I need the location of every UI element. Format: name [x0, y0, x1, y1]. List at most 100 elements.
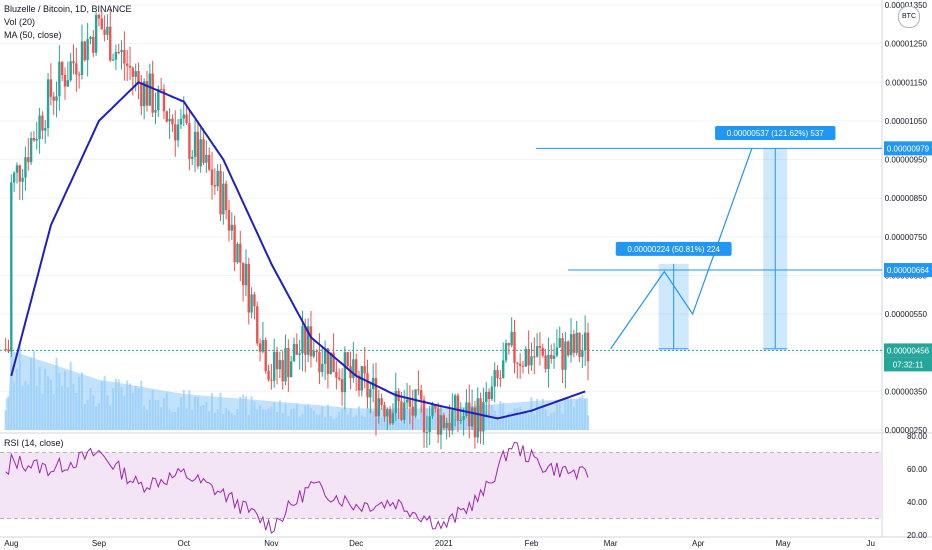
- candle-body: [335, 371, 338, 378]
- volume-bar: [521, 412, 524, 430]
- candle-body: [544, 355, 547, 369]
- volume-bar: [154, 400, 157, 430]
- candle-body: [188, 123, 191, 159]
- candle-body: [233, 224, 236, 263]
- volume-bar: [92, 395, 95, 430]
- candle-body: [403, 402, 406, 420]
- volume-bar: [315, 414, 318, 430]
- volume-bar: [555, 403, 558, 430]
- candle-body: [80, 41, 84, 76]
- candle-body: [555, 347, 559, 356]
- candle-body: [236, 243, 239, 263]
- volume-bar: [106, 395, 109, 430]
- volume-bar: [276, 412, 279, 430]
- volume-bar: [420, 406, 423, 430]
- volume-bar: [97, 403, 100, 430]
- candle-body: [69, 61, 72, 81]
- volume-bar: [208, 411, 211, 430]
- candle-body: [420, 390, 423, 400]
- current-price-tag: 0.00000456: [887, 346, 930, 355]
- volume-bar: [30, 358, 33, 430]
- volume-bar: [493, 410, 496, 430]
- volume-bar: [417, 419, 420, 430]
- candle-body: [524, 348, 528, 367]
- volume-bar: [140, 380, 143, 430]
- candle-body: [468, 402, 471, 427]
- candle-body: [193, 131, 197, 157]
- volume-bar: [326, 404, 329, 430]
- ma-line: [10, 81, 586, 420]
- volume-bar: [72, 384, 75, 430]
- candle-body: [400, 401, 403, 420]
- candle-body: [202, 139, 205, 163]
- volume-bar: [15, 368, 18, 430]
- time-tick-label: May: [775, 539, 790, 548]
- candle-body: [244, 263, 248, 286]
- projection-drawing: 0.00000224 (50.81%) 224 0.00000537 (121.6…: [536, 125, 882, 350]
- volume-bar: [505, 417, 508, 430]
- candle-body: [453, 395, 457, 411]
- volume-bar: [18, 344, 21, 430]
- candle-body: [89, 36, 92, 39]
- candle-body: [485, 391, 488, 402]
- candle-body: [18, 165, 21, 182]
- volume-bar: [587, 415, 589, 430]
- volume-bar: [222, 413, 225, 430]
- candle-body: [547, 354, 550, 369]
- volume-bar: [69, 361, 72, 430]
- candle-body: [27, 157, 30, 163]
- currency-badge[interactable]: BTC: [898, 6, 920, 28]
- candlestick-series: [4, 9, 590, 450]
- candle-body: [60, 61, 64, 75]
- time-tick-label: Aug: [4, 539, 18, 548]
- price-tick-label: 0.00000950: [885, 156, 928, 165]
- volume-bar: [366, 407, 369, 430]
- candle-body: [550, 354, 553, 359]
- volume-bar: [312, 410, 315, 430]
- projection-path[interactable]: [610, 147, 753, 350]
- candle-body: [391, 413, 395, 424]
- candle-body: [123, 49, 126, 64]
- volume-bar: [293, 408, 295, 430]
- candle-body: [58, 61, 61, 97]
- candle-body: [388, 409, 392, 424]
- volume-bar: [185, 408, 188, 430]
- candle-body: [134, 71, 137, 77]
- volume-bar: [352, 417, 355, 430]
- volume-bar: [516, 407, 519, 430]
- candle-body: [470, 407, 474, 427]
- candle-body: [507, 343, 511, 346]
- volume-area: [5, 350, 588, 430]
- candle-body: [46, 79, 50, 129]
- candle-body: [501, 360, 505, 378]
- candle-body: [343, 352, 347, 393]
- candle-body: [224, 183, 228, 211]
- candle-body: [168, 118, 171, 122]
- volume-bar: [301, 413, 304, 430]
- volume-bar: [174, 412, 177, 430]
- volume-bar: [233, 415, 236, 430]
- candle-body: [222, 183, 225, 215]
- candle-body: [41, 115, 44, 131]
- volume-bar: [157, 399, 160, 430]
- candle-body: [159, 88, 163, 90]
- price-tick-label: 0.00000550: [885, 310, 928, 319]
- candle-body: [83, 41, 87, 61]
- volume-bar: [143, 405, 146, 430]
- volume-bar: [109, 405, 112, 430]
- candle-body: [140, 82, 143, 107]
- volume-bar: [290, 409, 293, 430]
- volume-bar: [27, 384, 30, 430]
- volume-bar: [58, 373, 61, 430]
- volume-bar: [349, 408, 352, 430]
- volume-bar: [307, 404, 310, 430]
- rsi-line: [5, 441, 589, 534]
- volume-bar: [196, 397, 199, 430]
- volume-bar: [355, 415, 358, 430]
- volume-bar: [414, 410, 417, 430]
- volume-bar: [544, 409, 547, 430]
- volume-bar: [510, 411, 513, 430]
- candle-body: [504, 343, 508, 361]
- volume-bar: [369, 408, 372, 430]
